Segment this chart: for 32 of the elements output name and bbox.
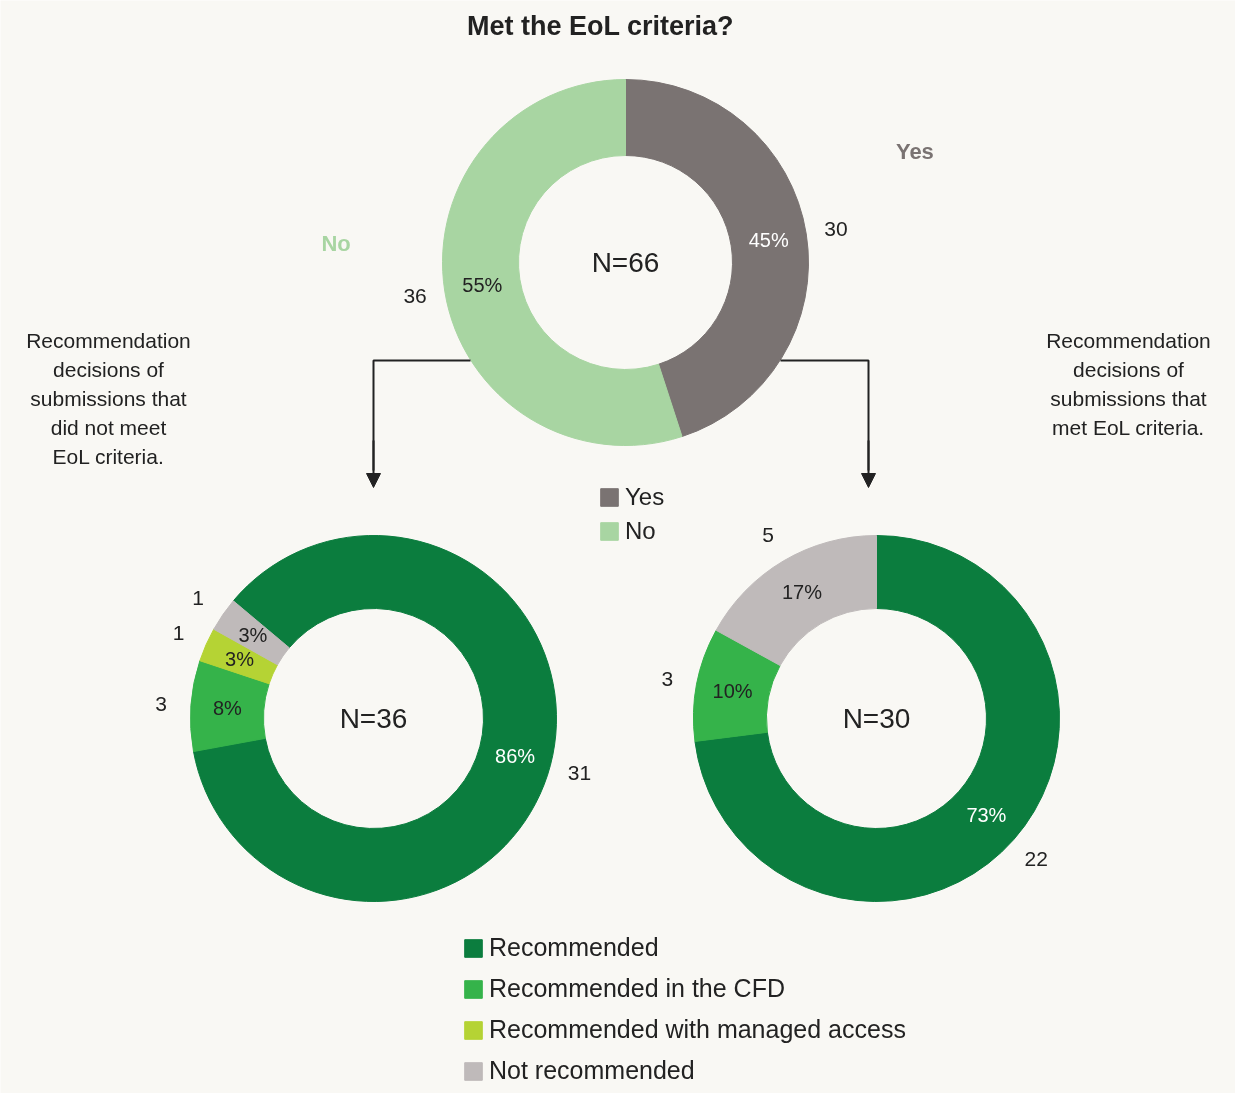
- data-label: 45%: [748, 228, 789, 251]
- legend-label: Recommended in the CFD: [489, 974, 785, 1003]
- data-label: 86%: [495, 744, 536, 767]
- legend-label: Recommended: [489, 933, 659, 962]
- text: N=30: [842, 703, 911, 734]
- data-label: 3%: [238, 624, 268, 647]
- text: 3: [661, 666, 674, 690]
- text: 1: [192, 585, 205, 609]
- data-label: 3%: [225, 648, 255, 671]
- text: 22: [1024, 847, 1048, 871]
- text: Recommendation decisions of submissions that met EoL criteria.: [1046, 329, 1211, 439]
- text: N=66: [591, 247, 660, 278]
- text: 1: [172, 620, 185, 644]
- data-label: 8%: [212, 697, 243, 720]
- text: N=36: [339, 703, 408, 734]
- text: 31: [567, 760, 592, 784]
- data-label: 55%: [462, 274, 503, 297]
- data-label: 17%: [781, 581, 823, 604]
- text: Recommendation decisions of submissions that did not meet EoL criteria.: [26, 329, 191, 468]
- slice-label: Yes: [895, 139, 934, 165]
- text: 36: [403, 283, 427, 307]
- text: 3: [155, 691, 167, 715]
- text: 5: [762, 523, 774, 547]
- legend-label: No: [625, 517, 656, 545]
- chart-title: Met the EoL criteria?: [466, 10, 734, 41]
- text: 30: [824, 217, 848, 241]
- legend-label: Recommended with managed access: [489, 1015, 906, 1044]
- legend-label: Yes: [625, 483, 665, 511]
- data-label: 10%: [712, 680, 753, 703]
- slice-label: No: [321, 230, 351, 256]
- legend-label: Not recommended: [489, 1056, 695, 1085]
- data-label: 73%: [966, 804, 1007, 827]
